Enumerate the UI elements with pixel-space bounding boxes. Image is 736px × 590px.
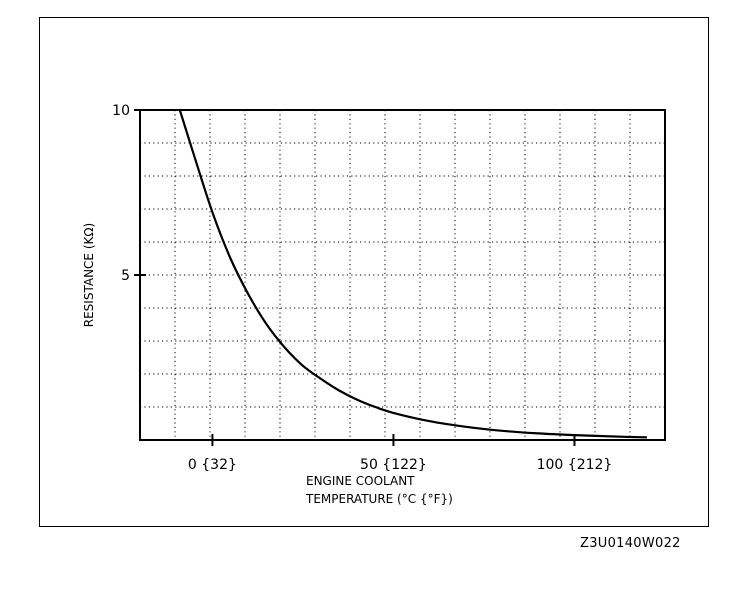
- y-tick-label: 5: [121, 268, 130, 284]
- resistance-curve: [178, 109, 647, 439]
- x-axis-label-line2: TEMPERATURE (°C {°F}): [305, 492, 453, 506]
- y-tick-label: 10: [112, 103, 130, 119]
- figure-frame: [39, 17, 709, 527]
- x-axis-ticks: 0 {32} 50 {122} 100 {212}: [188, 434, 612, 473]
- y-axis-ticks: 5 10: [112, 103, 146, 284]
- grid: [140, 110, 665, 440]
- x-axis-label-line1: ENGINE COOLANT: [306, 474, 415, 488]
- x-tick-label: 100 {212}: [537, 457, 613, 473]
- figure-code: Z3U0140W022: [580, 536, 681, 551]
- plot-area: [139, 109, 666, 441]
- x-tick-label: 50 {122}: [360, 457, 427, 473]
- y-axis-label: RESISTANCE (KΩ): [82, 223, 96, 327]
- x-tick-label: 0 {32}: [188, 457, 237, 473]
